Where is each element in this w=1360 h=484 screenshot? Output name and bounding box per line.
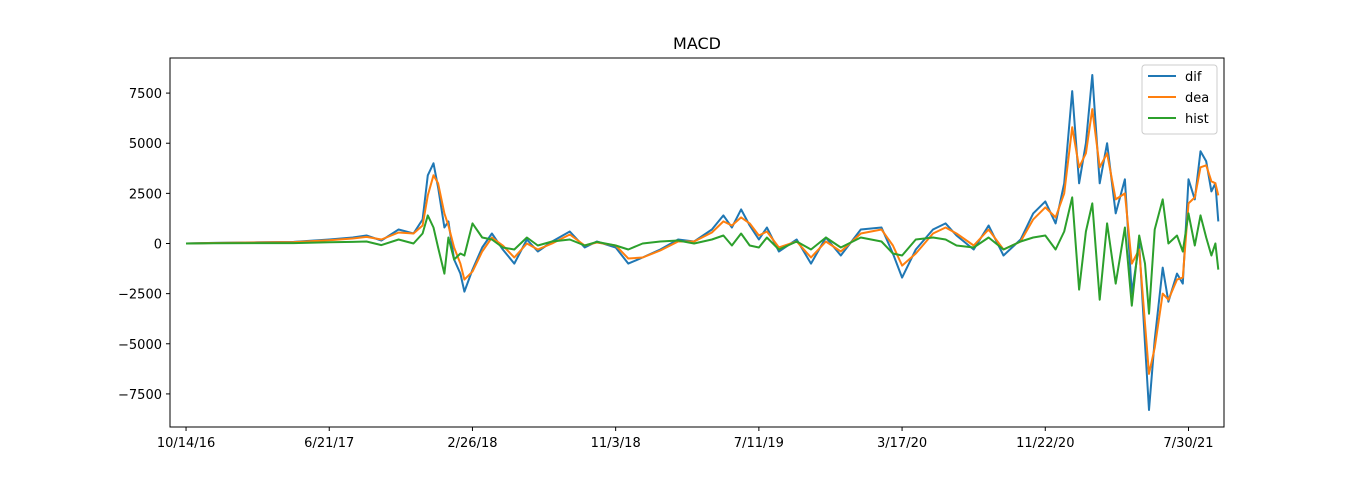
x-tick-label: 2/26/18 <box>447 436 497 451</box>
legend-label-hist: hist <box>1185 112 1209 127</box>
plot-area <box>185 74 1220 411</box>
legend-label-dif: dif <box>1185 70 1202 85</box>
x-tick-label: 10/14/16 <box>157 436 215 451</box>
y-tick-label: −2500 <box>118 288 162 303</box>
x-tick-label: 11/22/20 <box>1016 436 1074 451</box>
x-tick-label: 7/11/19 <box>734 436 784 451</box>
y-tick-label: 7500 <box>129 87 162 102</box>
x-axis: 10/14/16 6/21/17 2/26/18 11/3/18 7/11/19 3/17… <box>157 427 1214 451</box>
legend-label-dea: dea <box>1185 91 1209 106</box>
axes-frame <box>169 57 1225 428</box>
legend-box <box>1141 64 1218 135</box>
chart-title: MACD <box>673 34 721 53</box>
y-tick-label: −7500 <box>118 388 162 403</box>
x-tick-label: 3/17/20 <box>877 436 927 451</box>
y-tick-label: 5000 <box>129 137 162 152</box>
series-line-hist <box>185 196 1220 315</box>
y-tick-label: −5000 <box>118 338 162 353</box>
x-tick-label: 11/3/18 <box>591 436 641 451</box>
y-axis: 7500 5000 2500 0 −2500 −5000 −7500 <box>118 87 170 403</box>
legend: dif dea hist <box>1141 64 1218 135</box>
y-tick-label: 2500 <box>129 187 162 202</box>
x-tick-label: 6/21/17 <box>304 436 354 451</box>
x-tick-label: 7/30/21 <box>1163 436 1213 451</box>
y-tick-label: 0 <box>154 238 162 253</box>
